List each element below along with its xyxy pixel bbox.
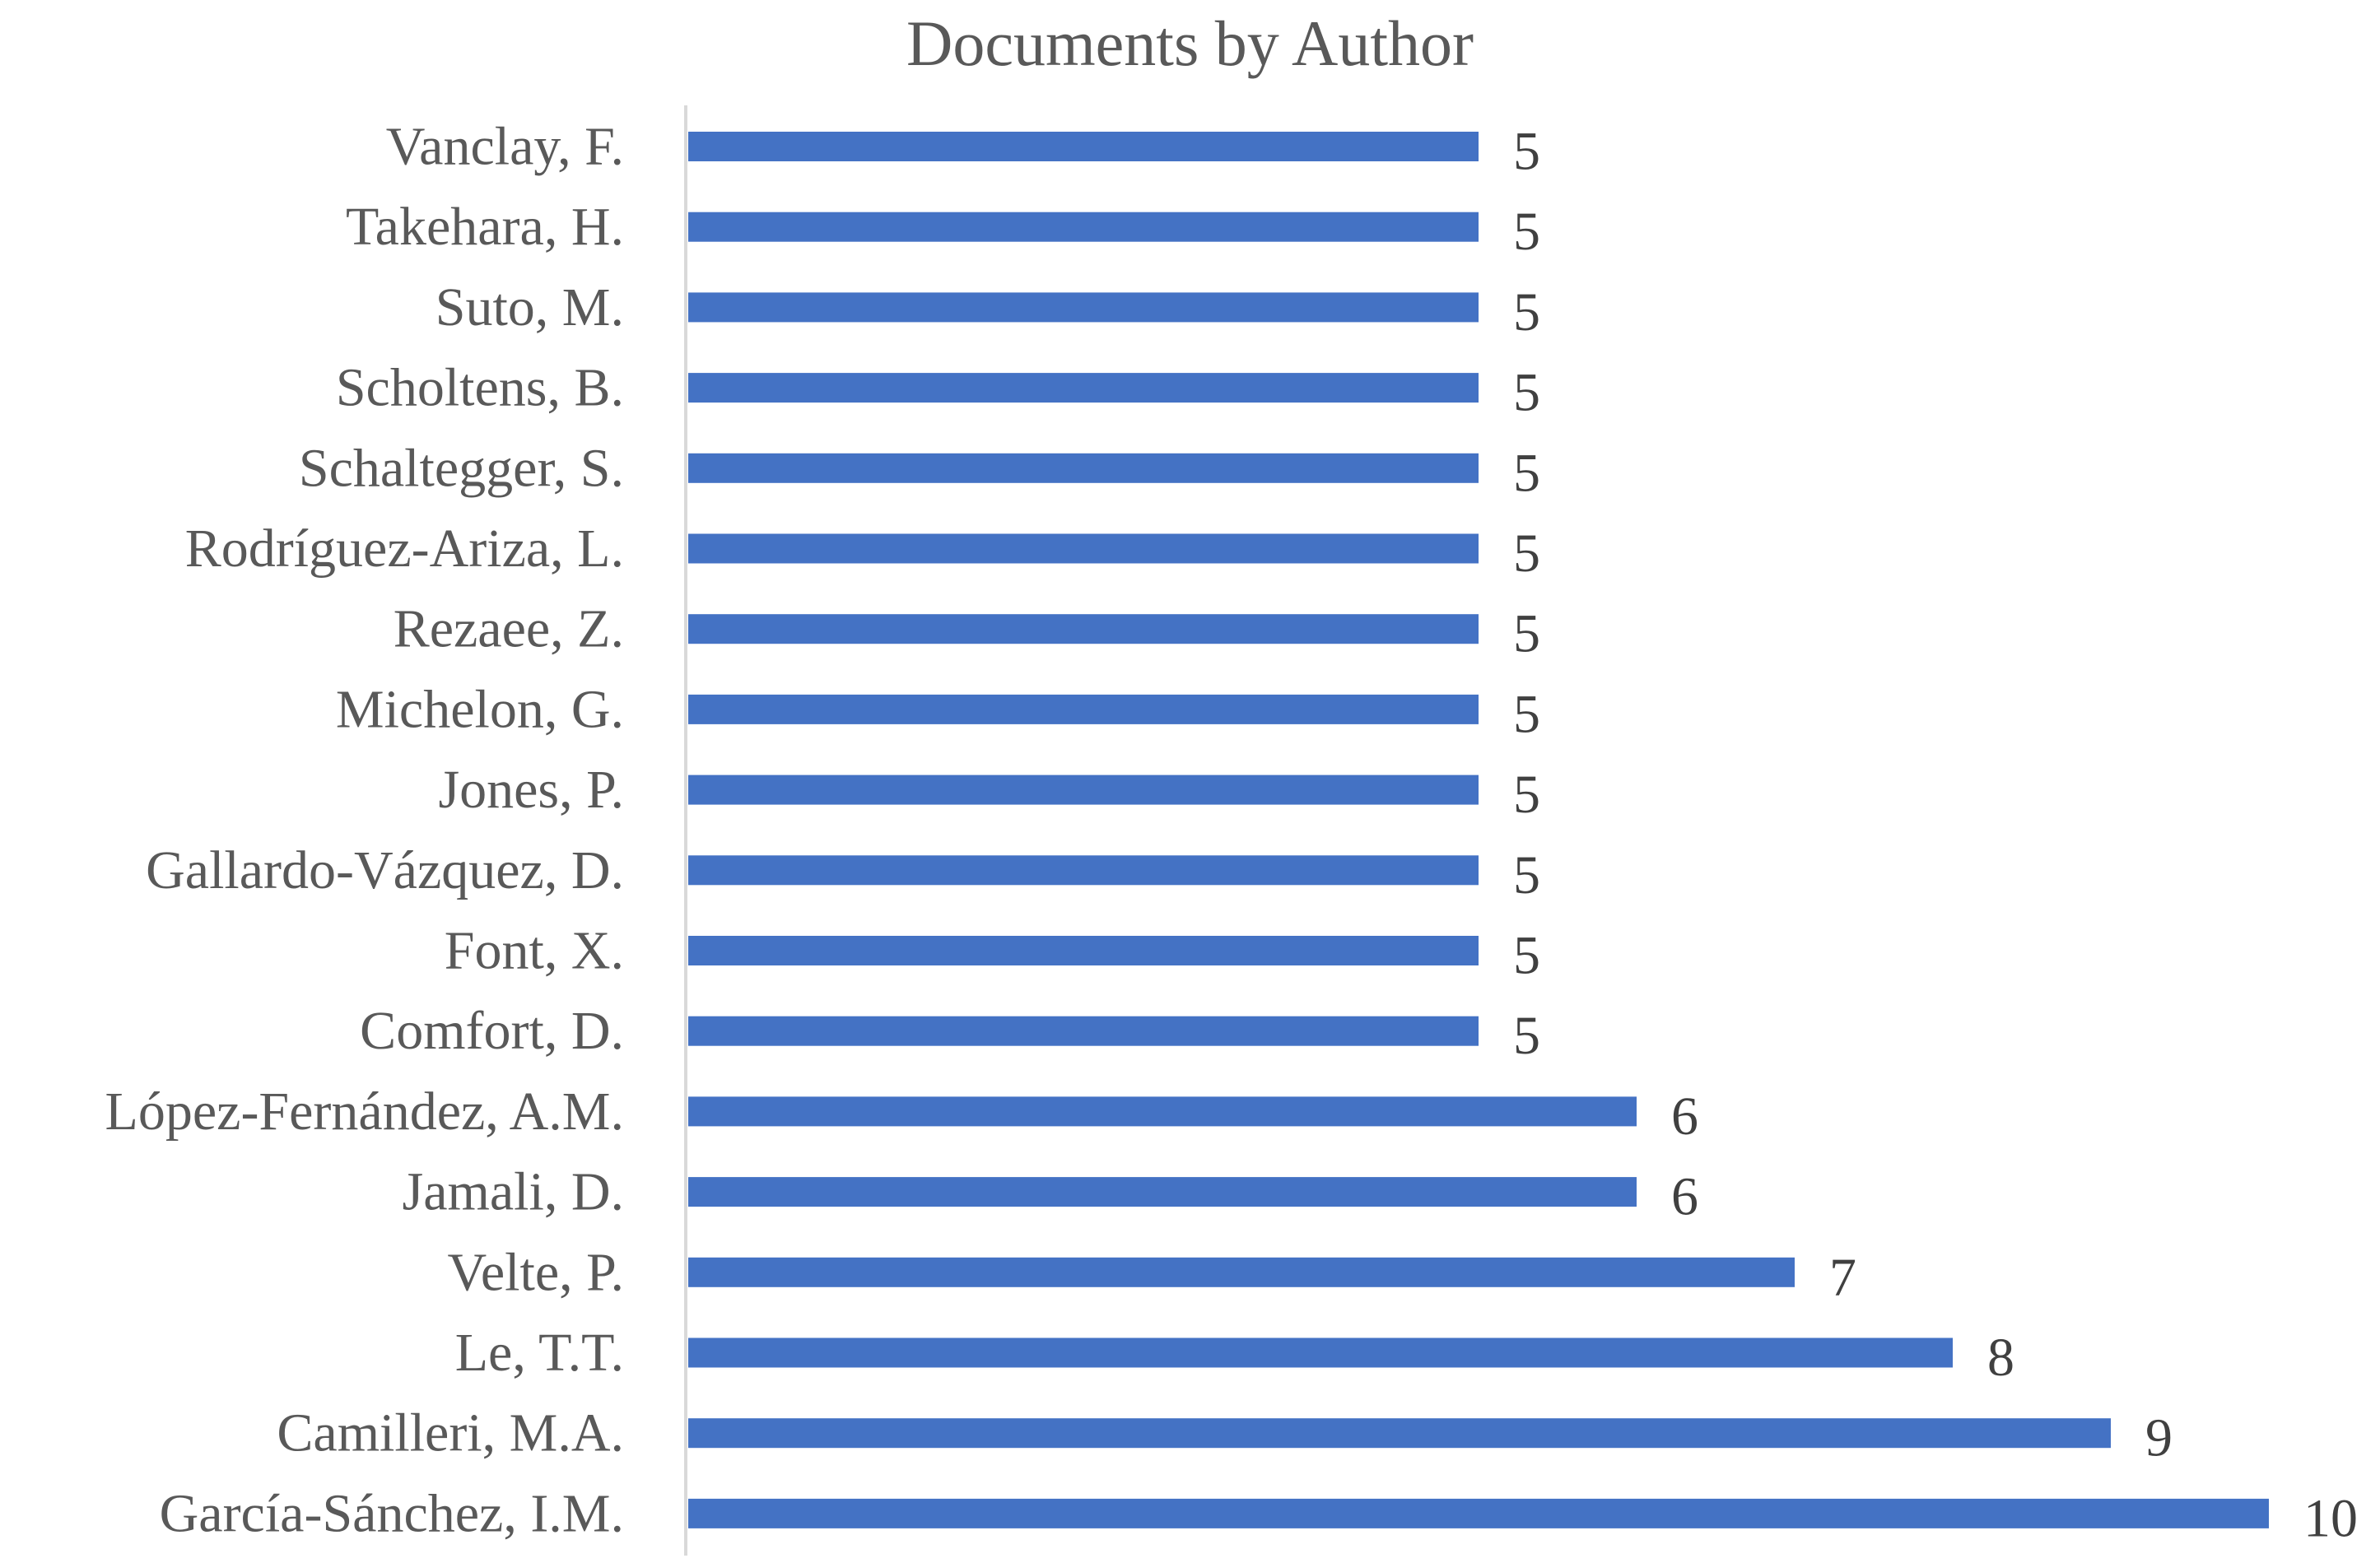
data-label: 9 [2145, 1408, 2173, 1468]
bar [688, 1498, 2269, 1528]
category-label: Scholtens, B. [336, 358, 624, 418]
bar [688, 132, 1479, 161]
data-label: 8 [1987, 1328, 2014, 1388]
category-label: García-Sánchez, I.M. [160, 1483, 624, 1543]
data-label: 5 [1513, 845, 1540, 905]
bar [688, 775, 1479, 805]
bar [688, 614, 1479, 644]
category-label: Suto, M. [435, 277, 624, 337]
category-label: Camilleri, M.A. [277, 1403, 624, 1463]
data-label: 5 [1513, 604, 1540, 664]
bar [688, 212, 1479, 242]
data-label: 6 [1671, 1167, 1698, 1227]
bar [688, 855, 1479, 886]
category-label: López-Fernández, A.M. [105, 1082, 624, 1142]
bar [688, 1016, 1479, 1046]
category-label: Rezaee, Z. [394, 599, 624, 659]
category-labels: Vanclay, F. Takehara, H. Suto, M. Scholtens… [105, 117, 624, 1544]
category-label: Jamali, D. [403, 1162, 624, 1222]
category-label: Velte, P. [448, 1242, 625, 1302]
category-label: Michelon, G. [336, 679, 624, 739]
category-label: Gallardo-Vázquez, D. [146, 840, 624, 900]
data-label: 5 [1513, 1006, 1540, 1066]
bar [688, 1337, 1953, 1368]
bar [688, 1257, 1795, 1287]
data-label: 5 [1513, 443, 1540, 503]
data-label: 7 [1829, 1247, 1856, 1307]
bar [688, 1177, 1637, 1207]
data-label: 6 [1671, 1086, 1698, 1147]
data-label: 5 [1513, 523, 1540, 584]
bar [688, 1096, 1637, 1127]
category-label: Font, X. [445, 921, 624, 981]
bar [688, 533, 1479, 564]
category-label: Takehara, H. [346, 197, 624, 257]
data-label: 5 [1513, 282, 1540, 342]
data-label: 5 [1513, 122, 1540, 182]
bar [688, 453, 1479, 483]
data-label: 5 [1513, 202, 1540, 262]
data-label: 5 [1513, 926, 1540, 986]
data-label: 5 [1513, 765, 1540, 825]
data-label: 10 [2303, 1488, 2358, 1548]
bar [688, 936, 1479, 965]
bar [688, 694, 1479, 724]
category-label: Rodríguez-Ariza, L. [185, 519, 624, 579]
category-label: Vanclay, F. [386, 117, 624, 177]
bar [688, 1418, 2111, 1449]
category-label: Jones, P. [438, 760, 624, 820]
bar [688, 292, 1479, 323]
chart-title: Documents by Author [906, 7, 1474, 79]
category-label: Schaltegger, S. [299, 438, 624, 498]
data-label: 5 [1513, 684, 1540, 744]
category-label: Comfort, D. [360, 1001, 624, 1061]
data-label: 5 [1513, 363, 1540, 423]
category-label: Le, T.T. [455, 1323, 624, 1383]
value-labels: 5 5 5 5 5 5 5 5 5 5 5 5 6 6 7 8 9 10 [1513, 122, 2358, 1549]
bars-layer [688, 132, 2269, 1528]
bar [688, 373, 1479, 403]
